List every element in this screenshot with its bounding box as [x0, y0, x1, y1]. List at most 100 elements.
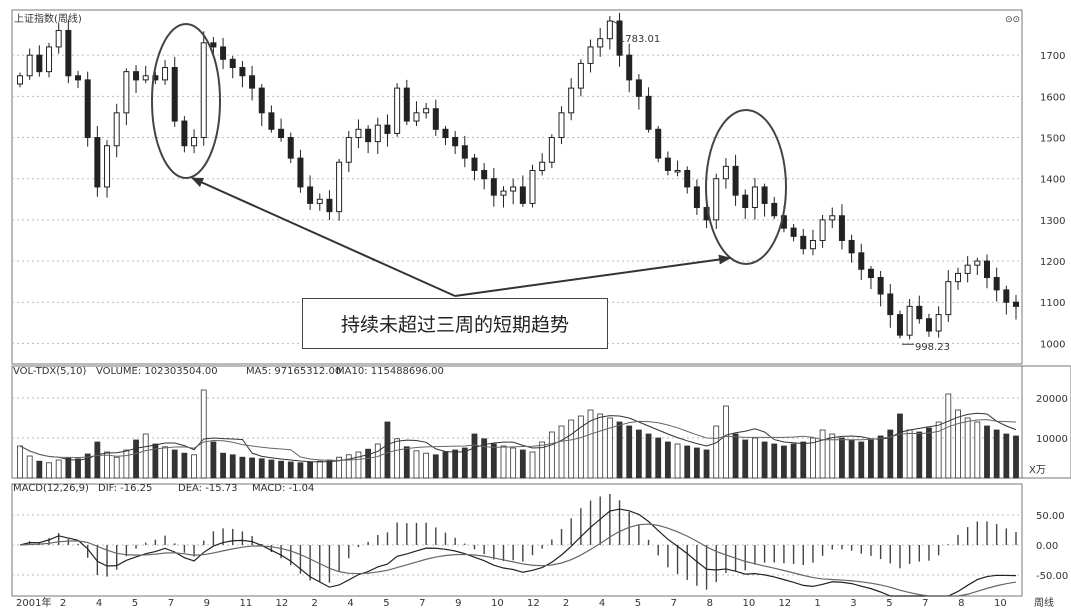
volume-bar [123, 449, 130, 479]
y-tick-label: 1500 [1040, 134, 1065, 145]
volume-bar [606, 417, 613, 479]
volume-bar [848, 439, 855, 479]
candle-body [664, 157, 671, 171]
volume-bar [674, 443, 681, 479]
volume-bar [17, 445, 23, 479]
candle-body [722, 165, 729, 180]
volume-bar [326, 459, 333, 479]
volume-bar [626, 425, 633, 479]
candle-body [838, 215, 845, 241]
highlight-ellipse-left [151, 23, 221, 179]
candle-body [974, 260, 981, 266]
candle-body [916, 305, 923, 320]
volume-bar [297, 462, 304, 479]
candle-body [394, 87, 401, 134]
candle-body [519, 186, 526, 204]
candle-body [239, 67, 246, 77]
high-marker [612, 20, 619, 25]
volume-bar [993, 429, 1000, 479]
candle-body [925, 318, 932, 332]
x-tick-label: 12 [275, 598, 288, 609]
candle-body [365, 128, 372, 143]
macd-legend-macd: MACD: -1.04 [252, 483, 314, 494]
macd-tick-label: 0.00 [1036, 541, 1058, 552]
x-tick-label: 7 [168, 598, 174, 609]
candle-body [46, 46, 53, 73]
volume-bar [268, 459, 275, 479]
volume-axis-frame [1021, 365, 1071, 479]
x-tick-label: 11 [240, 598, 253, 609]
x-tick-label: 7 [922, 598, 928, 609]
candle-body [133, 71, 140, 81]
candle-body [384, 124, 391, 134]
annotation-text: 持续未超过三周的短期趋势 [340, 314, 569, 336]
x-tick-label: 1 [814, 598, 820, 609]
volume-bar [568, 419, 575, 479]
x-tick-label: 10 [491, 598, 504, 609]
candle-body [548, 137, 555, 163]
volume-bar [587, 409, 594, 479]
candle-body [36, 54, 43, 73]
volume-bar [307, 461, 313, 479]
candle-body [336, 161, 343, 213]
candle-body [326, 198, 333, 213]
volume-bar [752, 437, 758, 479]
candle-body [896, 314, 903, 336]
macd-legend-dea: DEA: -15.73 [178, 483, 237, 494]
volume-bar [577, 415, 584, 479]
candle-body [403, 87, 410, 122]
candle-body [674, 169, 681, 173]
candle-body [655, 128, 662, 159]
candle-body [993, 277, 1000, 291]
volume-bar [133, 439, 139, 479]
volume-bar [316, 460, 323, 479]
volume-bar [55, 459, 62, 479]
macd-tick-label: -50.00 [1036, 571, 1068, 582]
volume-bar [374, 443, 381, 479]
candle-body [848, 239, 855, 254]
candle-body [142, 75, 149, 81]
candle-body [287, 137, 294, 159]
volume-bar [461, 447, 468, 479]
volume-bar [471, 433, 478, 479]
candle-body [307, 186, 314, 204]
x-tick-label: 9 [204, 598, 210, 609]
volume-bar [839, 437, 845, 479]
volume-bar [645, 433, 652, 479]
candle-body [684, 169, 691, 188]
candle-body [229, 58, 236, 69]
volume-bar [829, 433, 836, 479]
volume-bar [790, 443, 797, 479]
candle-body [771, 202, 778, 217]
candle-body [113, 112, 120, 147]
volume-bar [955, 409, 961, 479]
candle-body [490, 178, 497, 196]
volume-bar [278, 460, 284, 479]
volume-bar [500, 445, 507, 479]
macd-legend-dif: DIF: -16.25 [98, 483, 152, 494]
volume-bar [964, 417, 971, 479]
volume-bar [945, 393, 952, 479]
volume-bar [655, 437, 662, 479]
candle-body [964, 264, 971, 274]
candle-body [529, 169, 536, 204]
chart-controls-icon[interactable]: ⊙⊙ [1005, 15, 1020, 25]
candle-body [471, 157, 478, 171]
candle-body [732, 165, 739, 196]
volume-bar [906, 429, 913, 479]
x-tick-label: 4 [599, 598, 605, 609]
x-axis-unit: 周线 [1034, 596, 1054, 609]
candle-body [345, 137, 352, 163]
candle-body [510, 186, 517, 192]
y-tick-label: 1000 [1040, 339, 1065, 350]
candle-body [123, 71, 130, 114]
x-tick-label: 8 [958, 598, 964, 609]
candle-body [171, 67, 178, 122]
candle-body [935, 314, 942, 332]
volume-bar [635, 429, 642, 479]
volume-bar [800, 441, 807, 479]
volume-bars [17, 389, 1019, 479]
volume-bar [258, 458, 265, 479]
candle-body [790, 227, 797, 237]
volume-tick-label: 20000 [1036, 394, 1068, 405]
